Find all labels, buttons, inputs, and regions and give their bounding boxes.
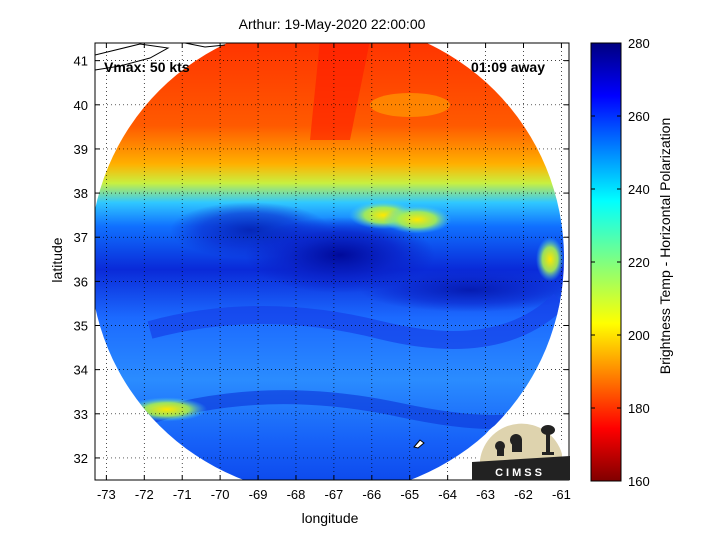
colorbar-tick-label: 240: [628, 182, 650, 197]
x-tick-label: -68: [287, 487, 306, 502]
colorbar-tick-label: 220: [628, 255, 650, 270]
colorbar-label: Brightness Temp - Horizontal Polarizatio…: [657, 118, 673, 375]
x-axis: -73 -72 -71 -70 -69 -68 -67 -66 -65 -64 -63 -62 -61: [97, 43, 571, 502]
y-tick-label: 33: [74, 407, 88, 422]
y-tick-label: 34: [74, 363, 88, 378]
colorbar-tick-label: 160: [628, 474, 650, 489]
y-tick-label: 36: [74, 274, 88, 289]
x-axis-label: longitude: [302, 510, 359, 526]
colorbar: 160 180 200 220 240 260 280 Brightness Temp - …: [590, 36, 673, 489]
colorbar-tick-label: 280: [628, 36, 650, 51]
y-tick-label: 38: [74, 186, 88, 201]
y-tick-label: 35: [74, 319, 88, 334]
y-axis-label: latitude: [49, 237, 65, 282]
x-tick-label: -65: [400, 487, 419, 502]
x-tick-label: -61: [552, 487, 571, 502]
x-tick-label: -72: [135, 487, 154, 502]
x-tick-label: -70: [211, 487, 230, 502]
chart-title: Arthur: 19-May-2020 22:00:00: [239, 16, 426, 32]
vmax-annotation: Vmax: 50 kts: [104, 59, 190, 75]
time-away-annotation: 01:09 away: [471, 59, 545, 75]
colorbar-tick-label: 260: [628, 109, 650, 124]
x-tick-label: -64: [438, 487, 457, 502]
x-tick-label: -66: [362, 487, 381, 502]
colorbar-tick-label: 180: [628, 401, 650, 416]
grid-lines: [95, 43, 569, 480]
warm-spot: [383, 205, 452, 234]
cimss-logo: CIMSS: [472, 417, 570, 480]
axes-frame: [94, 42, 570, 481]
y-tick-label: 32: [74, 451, 88, 466]
y-tick-label: 41: [74, 54, 88, 69]
y-tick-label: 37: [74, 230, 88, 245]
coastline: [95, 43, 170, 71]
y-tick-label: 39: [74, 142, 88, 157]
x-tick-label: -69: [249, 487, 268, 502]
x-tick-label: -62: [514, 487, 533, 502]
x-tick-label: -73: [97, 487, 116, 502]
y-tick-label: 40: [74, 98, 88, 113]
x-tick-label: -71: [173, 487, 192, 502]
plot-area: [95, 43, 569, 480]
colorbar-gradient: [590, 42, 622, 482]
y-axis: 32 33 34 35 36 37 38 39 40 41: [74, 54, 569, 466]
logo-text: CIMSS: [495, 467, 545, 479]
warm-spot: [536, 237, 564, 282]
x-tick-label: -67: [324, 487, 343, 502]
x-tick-label: -63: [476, 487, 495, 502]
colorbar-tick-label: 200: [628, 328, 650, 343]
